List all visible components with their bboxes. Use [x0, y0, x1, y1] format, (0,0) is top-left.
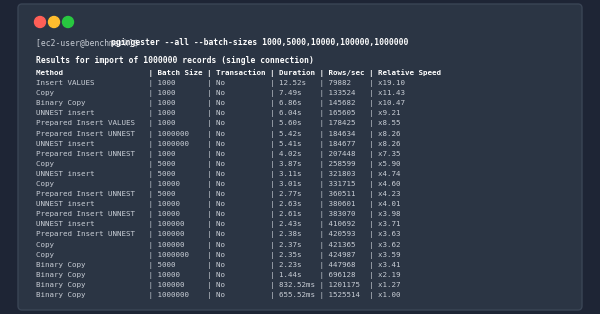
- Text: Prepared Insert UNNEST   | 5000       | No          | 2.77s    | 360511   | x4.2: Prepared Insert UNNEST | 5000 | No | 2.7…: [36, 191, 401, 198]
- Text: pgingester --all --batch-sizes 1000,5000,10000,100000,1000000: pgingester --all --batch-sizes 1000,5000…: [111, 38, 409, 47]
- Text: Binary Copy              | 1000       | No          | 6.86s    | 145682   | x10.: Binary Copy | 1000 | No | 6.86s | 145682…: [36, 100, 405, 107]
- Text: UNNEST insert            | 100000     | No          | 2.43s    | 410692   | x3.7: UNNEST insert | 100000 | No | 2.43s | 41…: [36, 221, 401, 228]
- Circle shape: [62, 17, 74, 28]
- FancyBboxPatch shape: [18, 4, 582, 310]
- Circle shape: [49, 17, 59, 28]
- Text: Prepared Insert UNNEST   | 10000      | No          | 2.61s    | 383070   | x3.9: Prepared Insert UNNEST | 10000 | No | 2.…: [36, 211, 401, 218]
- Text: Copy                     | 5000       | No          | 3.87s    | 258599   | x5.9: Copy | 5000 | No | 3.87s | 258599 | x5.9: [36, 161, 401, 168]
- Text: Copy                     | 10000      | No          | 3.01s    | 331715   | x4.6: Copy | 10000 | No | 3.01s | 331715 | x4.…: [36, 181, 401, 188]
- Text: Binary Copy              | 5000       | No          | 2.23s    | 447968   | x3.4: Binary Copy | 5000 | No | 2.23s | 447968…: [36, 262, 401, 269]
- Text: Prepared Insert UNNEST   | 100000     | No          | 2.38s    | 420593   | x3.6: Prepared Insert UNNEST | 100000 | No | 2…: [36, 231, 401, 239]
- Text: Binary Copy              | 1000000    | No          | 655.52ms | 1525514  | x1.0: Binary Copy | 1000000 | No | 655.52ms | …: [36, 292, 401, 299]
- Text: Prepared Insert VALUES   | 1000       | No          | 5.60s    | 178425   | x8.5: Prepared Insert VALUES | 1000 | No | 5.6…: [36, 120, 401, 127]
- Text: Results for import of 1000000 records (single connection): Results for import of 1000000 records (s…: [36, 56, 314, 65]
- Text: Insert VALUES            | 1000       | No          | 12.52s   | 79882    | x19.: Insert VALUES | 1000 | No | 12.52s | 798…: [36, 80, 405, 87]
- Text: UNNEST insert            | 1000000    | No          | 5.41s    | 184677   | x8.2: UNNEST insert | 1000000 | No | 5.41s | 1…: [36, 141, 401, 148]
- Text: Binary Copy              | 100000     | No          | 832.52ms | 1201175  | x1.2: Binary Copy | 100000 | No | 832.52ms | 1…: [36, 282, 401, 289]
- Text: UNNEST insert            | 5000       | No          | 3.11s    | 321803   | x4.7: UNNEST insert | 5000 | No | 3.11s | 3218…: [36, 171, 401, 178]
- Text: Prepared Insert UNNEST   | 1000000    | No          | 5.42s    | 184634   | x8.2: Prepared Insert UNNEST | 1000000 | No | …: [36, 131, 401, 138]
- Circle shape: [35, 17, 46, 28]
- Text: Copy                     | 1000       | No          | 7.49s    | 133524   | x11.: Copy | 1000 | No | 7.49s | 133524 | x11.: [36, 90, 405, 97]
- Text: UNNEST insert            | 1000       | No          | 6.04s    | 165605   | x9.2: UNNEST insert | 1000 | No | 6.04s | 1656…: [36, 110, 401, 117]
- Text: UNNEST insert            | 10000      | No          | 2.63s    | 380601   | x4.0: UNNEST insert | 10000 | No | 2.63s | 380…: [36, 201, 401, 208]
- Text: Prepared Insert UNNEST   | 1000       | No          | 4.02s    | 207448   | x7.3: Prepared Insert UNNEST | 1000 | No | 4.0…: [36, 151, 401, 158]
- Text: Method                   | Batch Size | Transaction | Duration | Rows/sec | Rela: Method | Batch Size | Transaction | Dura…: [36, 69, 441, 77]
- Text: Copy                     | 1000000    | No          | 2.35s    | 424987   | x3.5: Copy | 1000000 | No | 2.35s | 424987 | x…: [36, 252, 401, 259]
- Text: [ec2-user@benchmark]$: [ec2-user@benchmark]$: [36, 38, 143, 47]
- Text: Copy                     | 100000     | No          | 2.37s    | 421365   | x3.6: Copy | 100000 | No | 2.37s | 421365 | x3…: [36, 241, 401, 249]
- Text: Binary Copy              | 10000      | No          | 1.44s    | 696128   | x2.1: Binary Copy | 10000 | No | 1.44s | 69612…: [36, 272, 401, 279]
